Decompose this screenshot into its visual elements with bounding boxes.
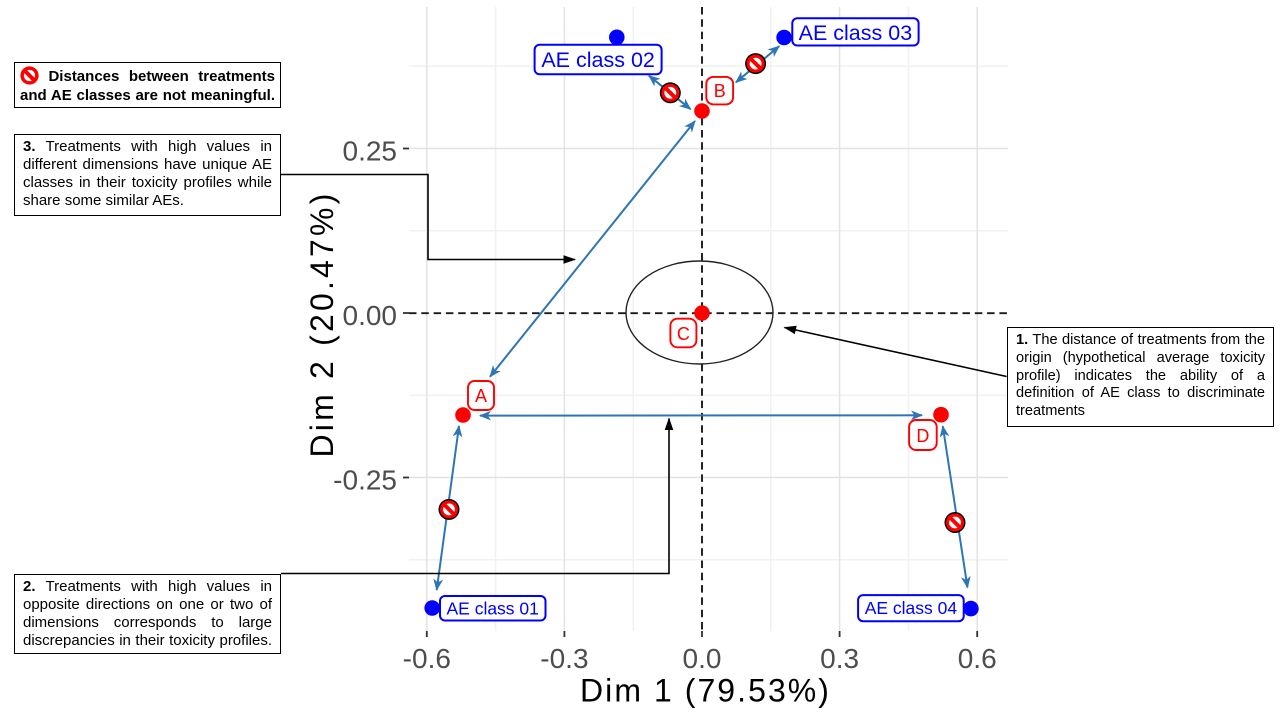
svg-text:B: B	[714, 81, 726, 101]
svg-text:0.00: 0.00	[343, 300, 398, 331]
svg-text:0.3: 0.3	[820, 643, 859, 674]
svg-text:Dim 2 (20.47%): Dim 2 (20.47%)	[304, 190, 340, 457]
svg-text:0.25: 0.25	[343, 136, 398, 167]
svg-text:-0.3: -0.3	[540, 643, 588, 674]
svg-text:AE class 04: AE class 04	[865, 598, 958, 618]
svg-text:AE class 03: AE class 03	[799, 21, 913, 45]
svg-text:C: C	[677, 324, 690, 344]
svg-text:D: D	[916, 426, 929, 446]
svg-text:A: A	[475, 386, 487, 406]
svg-text:AE class 01: AE class 01	[446, 599, 538, 619]
svg-text:0.0: 0.0	[683, 643, 722, 674]
svg-text:-0.25: -0.25	[333, 465, 397, 496]
svg-text:Dim 1 (79.53%): Dim 1 (79.53%)	[580, 673, 831, 709]
svg-text:0.6: 0.6	[958, 643, 997, 674]
svg-text:AE class 02: AE class 02	[541, 48, 655, 72]
svg-text:-0.6: -0.6	[403, 643, 451, 674]
